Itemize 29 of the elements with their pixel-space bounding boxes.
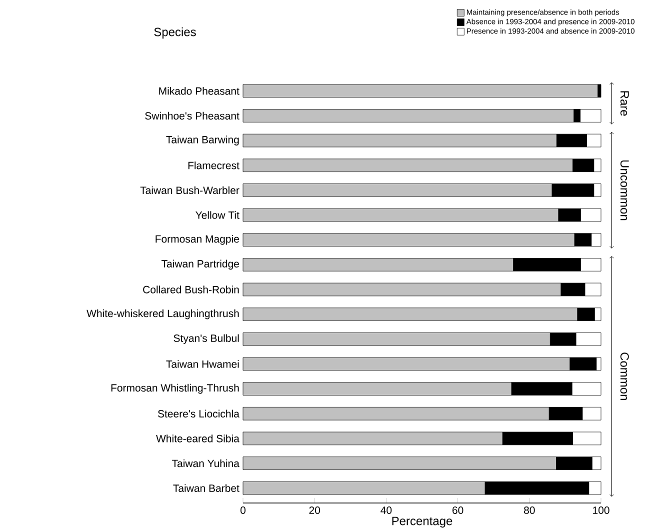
y-tick-label: Formosan Whistling-Thrush [111,384,239,394]
y-tick-label: Swinhoe's Pheasant [145,112,240,120]
y-tick-label: Styan's Bulbul [174,334,239,344]
y-tick-label: White-whiskered Laughingthrush [86,309,239,320]
x-tick-label: 40 [380,506,392,514]
x-axis-title: Percentage [392,516,452,528]
y-tick-label: Taiwan Bush-Warbler [140,186,240,194]
x-tick-label: 100 [593,506,610,514]
y-tick-label: Flamecrest [188,162,240,170]
y-tick-label: White-eared Sibia [156,434,240,442]
text: Common [620,352,629,400]
y-tick-label: Taiwan Barbet [173,484,240,492]
x-tick-label: 20 [309,506,320,514]
x-tick-label: 80 [524,506,535,514]
y-tick-label: Yellow Tit [196,211,240,219]
bar [242,84,598,98]
text: Rare [620,91,629,116]
y-tick-label: Collared Bush-Robin [143,286,239,294]
text: Uncommon [620,160,629,220]
y-axis-title: Species [154,27,196,39]
x-tick-label: 0 [240,506,246,514]
y-tick-label: Taiwan Hwamei [166,360,239,368]
y-tick-label: Taiwan Partridge [162,260,239,270]
y-tick-label: Mikado Pheasant [159,87,240,95]
y-tick-label: Steere's Liocichla [158,410,240,418]
y-tick-label: Taiwan Barwing [166,136,239,146]
x-tick-label: 60 [452,506,464,514]
y-tick-label: Taiwan Yuhina [172,459,240,468]
y-tick-label: Formosan Magpie [156,235,239,245]
